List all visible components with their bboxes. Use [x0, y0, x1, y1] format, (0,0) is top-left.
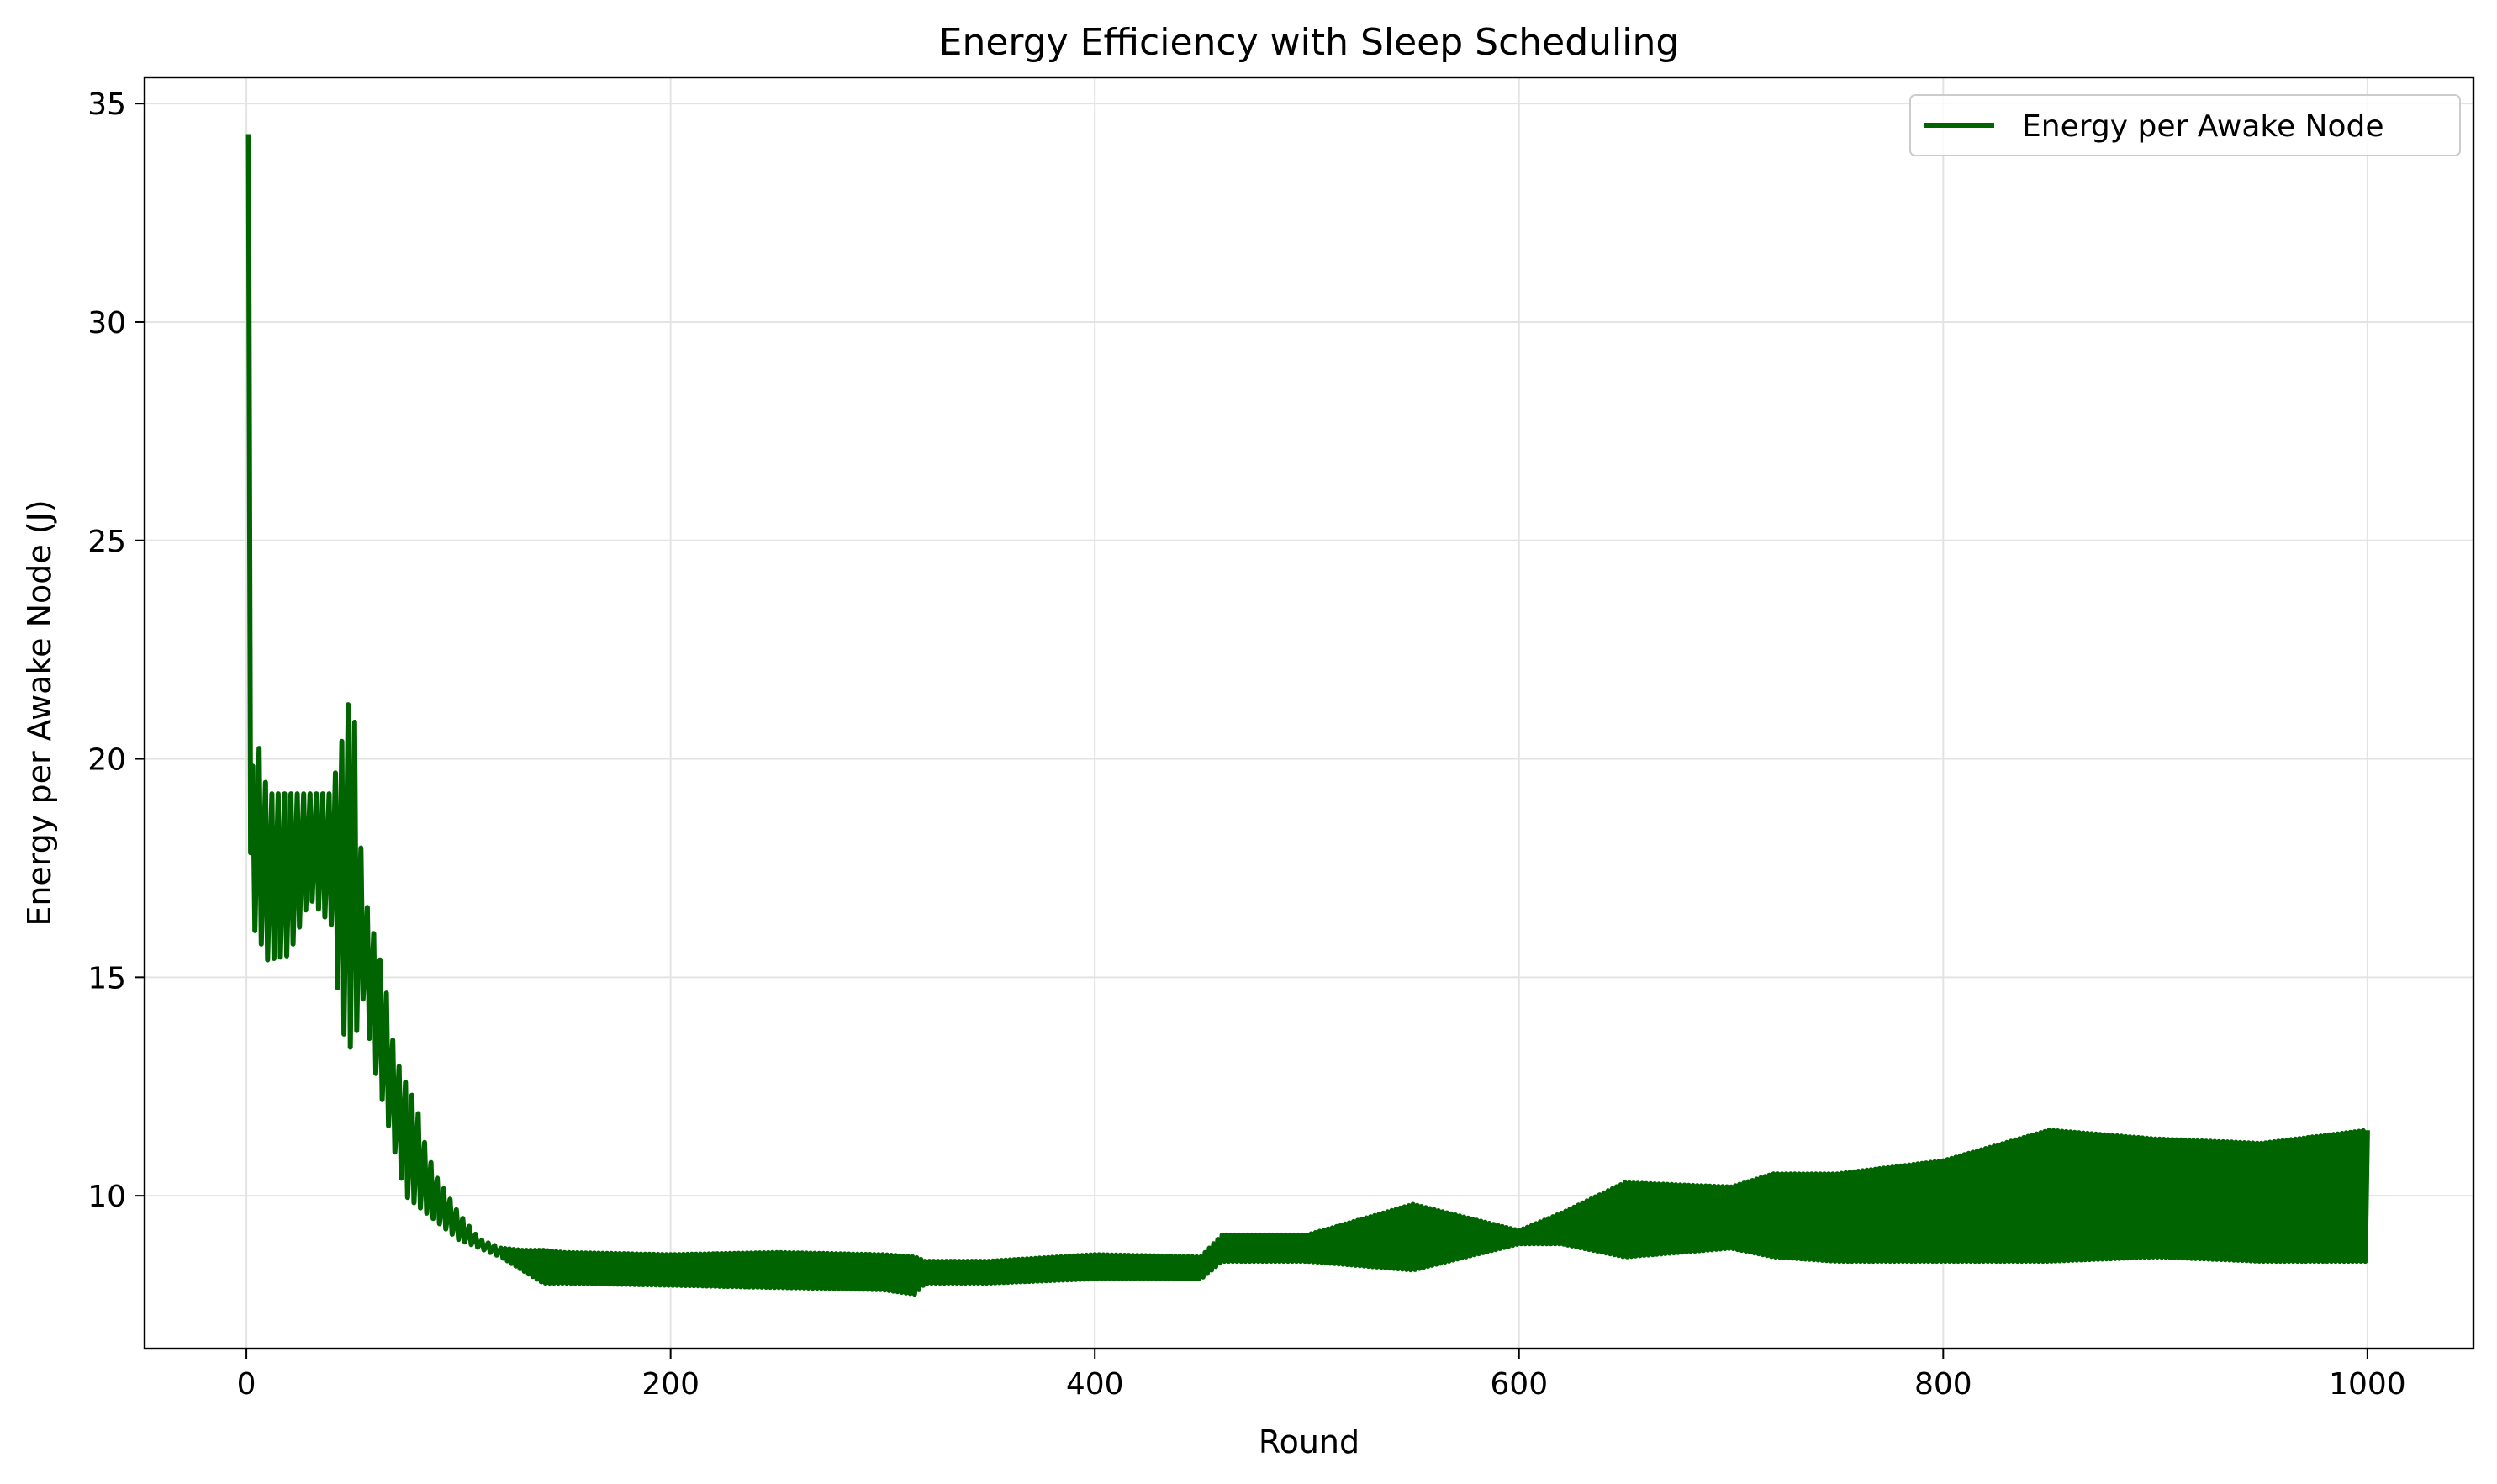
y-tick-label: 15 — [87, 961, 126, 995]
y-tick-label: 10 — [87, 1180, 126, 1214]
y-tick-label: 30 — [87, 306, 126, 341]
legend-box — [1909, 94, 2461, 156]
y-axis-label: Energy per Awake Node (J) — [21, 499, 58, 926]
chart-title: Energy Efficiency with Sleep Scheduling — [939, 21, 1680, 64]
x-axis: 0 200 400 600 800 1000 — [237, 1349, 2406, 1402]
x-tick-label: 400 — [1066, 1367, 1124, 1402]
x-axis-label: Round — [1259, 1423, 1359, 1460]
y-tick-label: 25 — [87, 525, 126, 559]
y-axis: 10 15 20 25 30 35 — [87, 87, 145, 1214]
legend-label: Energy per Awake Node — [2022, 109, 2384, 144]
x-tick-label: 1000 — [2329, 1367, 2406, 1402]
y-tick-label: 20 — [87, 743, 126, 778]
legend: Energy per Awake Node — [1909, 94, 2461, 156]
series-line-energy-per-awake-node — [245, 134, 2370, 1297]
x-tick-label: 800 — [1914, 1367, 1972, 1402]
x-tick-label: 600 — [1490, 1367, 1548, 1402]
x-tick-label: 0 — [237, 1367, 256, 1402]
plot-frame — [143, 76, 2475, 1350]
series-layer — [245, 134, 2370, 1297]
x-tick-label: 200 — [641, 1367, 699, 1402]
y-tick-label: 35 — [87, 87, 126, 122]
